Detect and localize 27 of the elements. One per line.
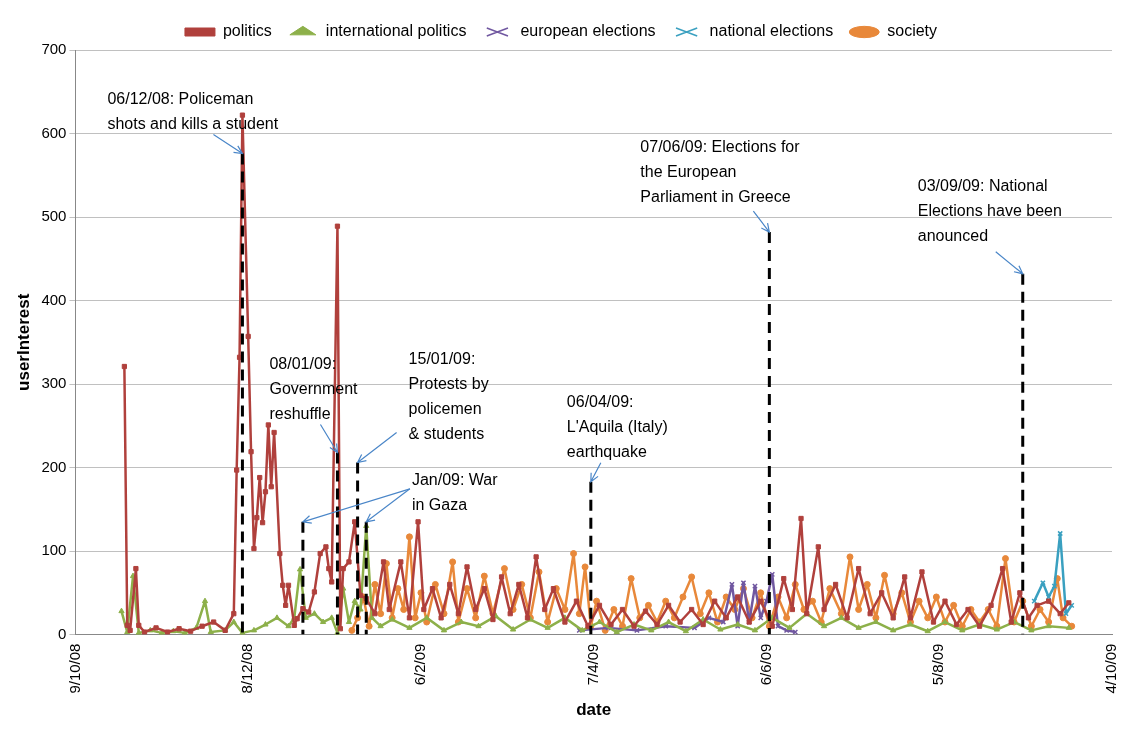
x-tick-label: 9/10/08 bbox=[65, 643, 83, 694]
x-axis-title: date bbox=[576, 700, 612, 720]
x-tick-label: 6/6/09 bbox=[756, 643, 774, 686]
x-tick-label: 7/4/09 bbox=[583, 643, 601, 686]
annotation: 03/09/09: National Elections have been anounced bbox=[917, 177, 1062, 245]
annotation: 07/06/09: Elections for the European Parliament in Greece bbox=[640, 138, 801, 206]
annotation: Jan/09: War in Gaza bbox=[411, 471, 499, 514]
y-tick-label: 300 bbox=[41, 374, 67, 392]
legend-label: national elections bbox=[709, 22, 834, 40]
y-tick-label: 200 bbox=[41, 457, 67, 475]
y-tick-label: 500 bbox=[41, 207, 67, 225]
legend-label: politics bbox=[222, 22, 272, 40]
y-tick-label: 0 bbox=[58, 624, 67, 642]
x-tick-label: 4/10/09 bbox=[1102, 643, 1120, 694]
y-tick-label: 400 bbox=[41, 290, 67, 308]
legend-label: international politics bbox=[325, 22, 467, 40]
x-tick-label: 6/2/09 bbox=[411, 643, 429, 686]
y-tick-label: 100 bbox=[41, 541, 67, 559]
y-tick-label: 700 bbox=[41, 40, 67, 58]
annotation: 15/01/09: Protests by policemen & students bbox=[408, 349, 489, 442]
y-axis-title: userInterest bbox=[13, 293, 33, 391]
y-tick-label: 600 bbox=[41, 123, 67, 141]
legend-label: european elections bbox=[520, 22, 656, 40]
x-tick-label: 5/8/09 bbox=[929, 643, 947, 686]
x-tick-label: 8/12/08 bbox=[238, 643, 256, 694]
legend-label: society bbox=[887, 22, 938, 40]
annotation: 06/04/09: L'Aquila (Italy) earthquake bbox=[566, 393, 668, 461]
